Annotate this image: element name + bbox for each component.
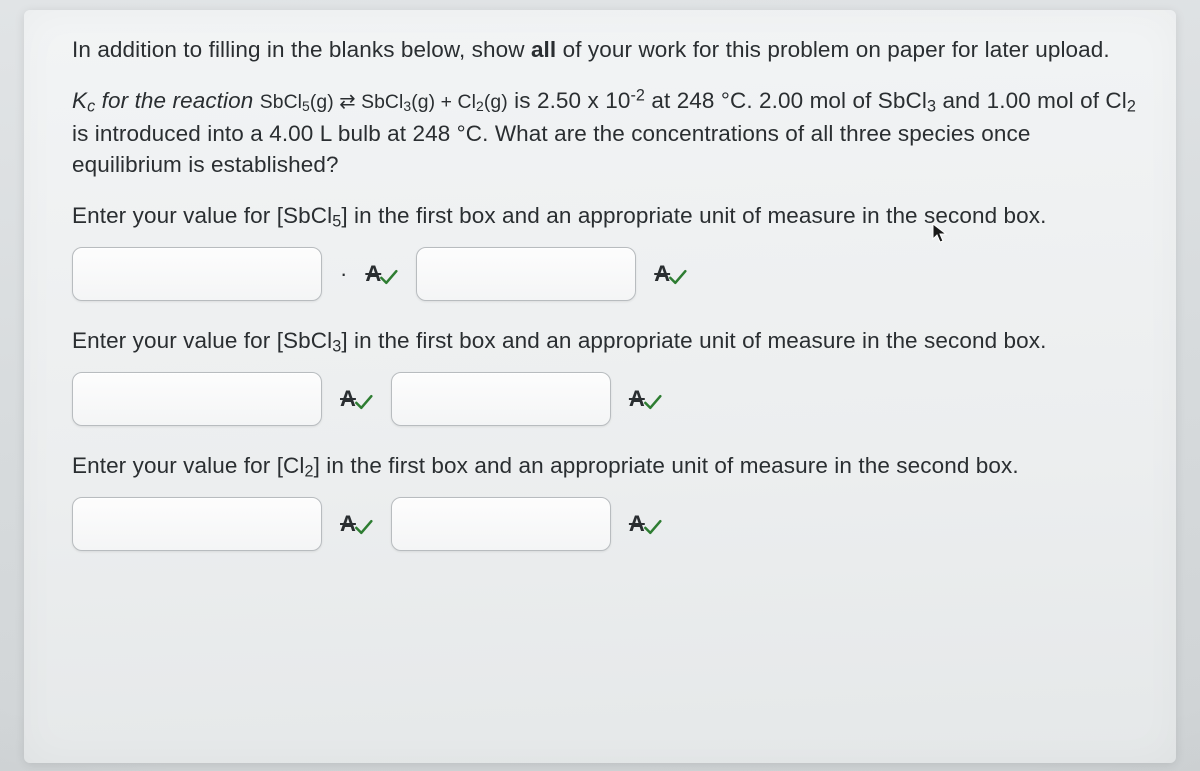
spellcheck-icon[interactable]: A — [654, 263, 687, 285]
intro-text-bold: all — [531, 37, 556, 62]
sbcl5-value-input[interactable] — [72, 247, 322, 301]
row-cl2: A A — [72, 497, 1138, 551]
cl2-value-input[interactable] — [72, 497, 322, 551]
spellcheck-icon[interactable]: A — [365, 263, 398, 285]
kc-label: Kc for the reaction — [72, 88, 260, 113]
intro-text-b: of your work for this problem on paper f… — [556, 37, 1109, 62]
check-icon — [642, 392, 662, 412]
mouse-cursor-icon — [932, 223, 948, 245]
intro-paragraph: In addition to filling in the blanks bel… — [72, 34, 1138, 65]
check-icon — [667, 267, 687, 287]
prompt-cl2: Enter your value for [Cl2] in the first … — [72, 450, 1138, 483]
sbcl3-value-input[interactable] — [72, 372, 322, 426]
question-sheet: In addition to filling in the blanks bel… — [24, 10, 1176, 763]
check-icon — [378, 267, 398, 287]
spellcheck-icon[interactable]: A — [629, 388, 662, 410]
row-sbcl3: A A — [72, 372, 1138, 426]
spellcheck-icon[interactable]: A — [340, 388, 373, 410]
check-icon — [353, 517, 373, 537]
sbcl3-unit-input[interactable] — [391, 372, 611, 426]
intro-text-a: In addition to filling in the blanks bel… — [72, 37, 531, 62]
prompt-sbcl5: Enter your value for [SbCl5] in the firs… — [72, 200, 1138, 233]
spellcheck-icon[interactable]: A — [340, 513, 373, 535]
check-icon — [642, 517, 662, 537]
decorative-dot: · — [340, 247, 347, 301]
problem-paragraph: Kc for the reaction SbCl5(g) ⇄ SbCl3(g) … — [72, 85, 1138, 180]
check-icon — [353, 392, 373, 412]
sbcl5-unit-input[interactable] — [416, 247, 636, 301]
prompt-sbcl3: Enter your value for [SbCl3] in the firs… — [72, 325, 1138, 358]
row-sbcl5: · A A — [72, 247, 1138, 301]
cl2-unit-input[interactable] — [391, 497, 611, 551]
spellcheck-icon[interactable]: A — [629, 513, 662, 535]
reaction-equation: SbCl5(g) ⇄ SbCl3(g) + Cl2(g) — [260, 91, 508, 113]
